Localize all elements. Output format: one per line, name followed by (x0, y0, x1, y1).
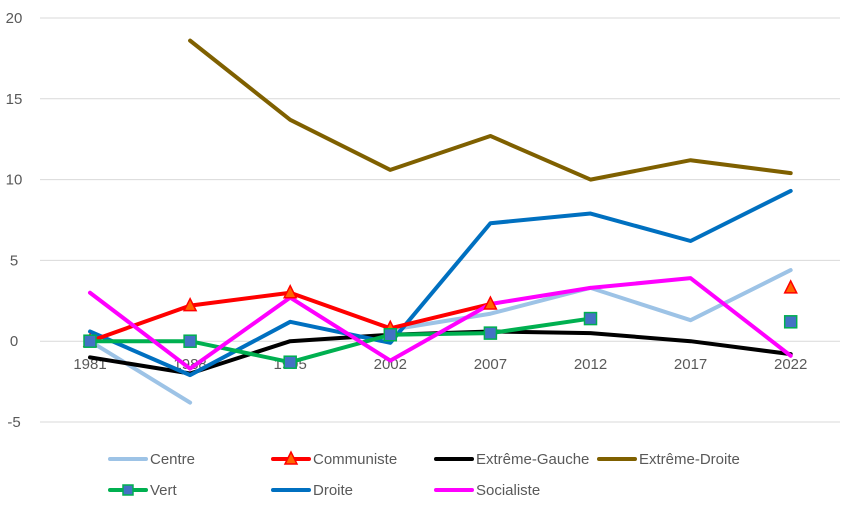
legend-swatch-icon (271, 450, 311, 465)
y-axis-ticks: -5 0 5 10 15 20 (6, 10, 23, 431)
y-tick-label: -5 (7, 414, 20, 431)
series-line-droite (88, 188, 793, 378)
data-point-marker (483, 295, 498, 310)
y-tick-label: 20 (6, 10, 23, 27)
series-line-centre (88, 339, 193, 405)
legend-swatch-icon (597, 457, 637, 461)
legend-label: Vert (150, 481, 177, 499)
y-tick-label: 5 (10, 252, 18, 269)
data-point-marker (183, 334, 197, 348)
legend-label: Extrême-Droite (639, 450, 740, 468)
legend-label: Droite (313, 481, 354, 499)
data-point-marker (383, 327, 398, 342)
data-point-marker (783, 279, 798, 294)
legend-swatch-icon (434, 488, 474, 492)
legend-swatch-icon (108, 457, 148, 461)
x-tick-label: 2002 (374, 356, 407, 373)
series-line-socialiste (88, 276, 793, 371)
legend-item-droite: Droite (271, 480, 353, 500)
series-markers (82, 279, 798, 369)
y-tick-label: 0 (10, 333, 18, 350)
y-tick-label: 15 (6, 91, 23, 108)
data-point-marker (182, 296, 198, 312)
data-point-marker (282, 284, 298, 299)
legend-label: Centre (150, 450, 196, 468)
y-tick-label: 10 (6, 172, 23, 189)
x-tick-label: 2012 (574, 356, 607, 373)
series-line-extrême-droite (188, 38, 793, 182)
legend-swatch-icon (271, 488, 311, 492)
legend-label: Extrême-Gauche (476, 450, 590, 468)
data-point-marker (583, 311, 598, 326)
x-tick-label: 2022 (774, 356, 807, 373)
legend-label: Socialiste (476, 481, 541, 499)
legend-item-communiste: Communiste (271, 449, 397, 469)
chart-legend: Centre Communiste Extrême-Gauche Extrême-Dr… (0, 443, 858, 513)
legend-swatch-icon (108, 484, 148, 496)
legend-item-socialiste: Socialiste (434, 480, 540, 500)
data-point-marker (783, 315, 798, 329)
series-line-vert (88, 316, 593, 365)
legend-item-centre: Centre (108, 449, 195, 469)
data-point-marker (483, 326, 498, 340)
x-tick-label: 2017 (674, 356, 707, 373)
legend-item-extrême-gauche: Extrême-Gauche (434, 449, 589, 469)
legend-swatch-icon (434, 457, 474, 461)
series-lines (88, 38, 793, 405)
legend-label: Communiste (313, 450, 398, 468)
legend-item-vert: Vert (108, 480, 177, 500)
data-point-marker (283, 355, 297, 369)
data-point-marker (83, 334, 97, 348)
legend-item-extrême-droite: Extrême-Droite (597, 449, 740, 469)
x-tick-label: 2007 (474, 356, 507, 373)
